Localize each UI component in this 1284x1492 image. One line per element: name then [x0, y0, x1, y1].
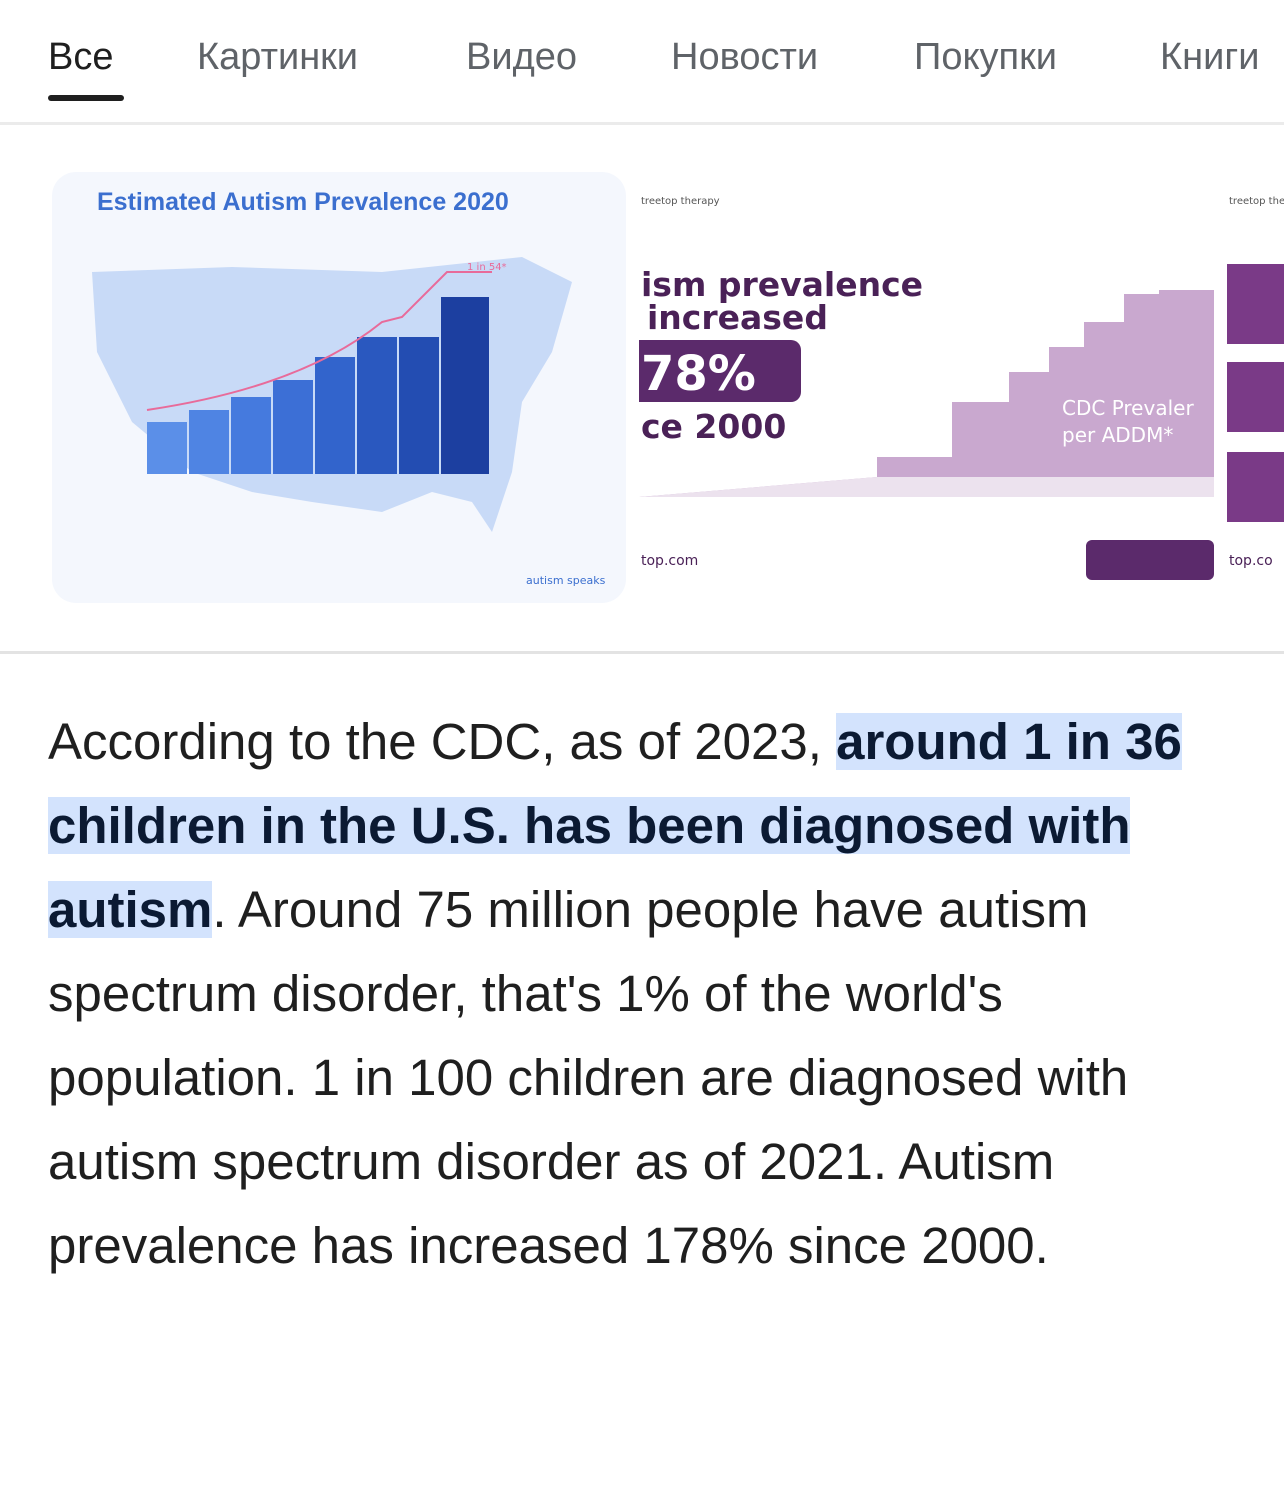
headline: increased: [647, 298, 828, 337]
bars: [146, 271, 492, 474]
tab-bar: Все Картинки Видео Новости Покупки Книги: [0, 0, 1284, 125]
thumbnail: treetop therapy ism prevalence increased…: [639, 196, 1214, 580]
caption: per ADDM*: [1062, 423, 1173, 447]
tab[interactable]: Видео: [466, 36, 578, 78]
tab[interactable]: Книги: [1160, 36, 1260, 78]
active-indicator: [48, 95, 124, 101]
headline: ism prevalence: [641, 265, 923, 304]
brand: treetop therapy: [1229, 196, 1284, 207]
tab[interactable]: Все: [48, 36, 114, 78]
badge: 78%: [641, 346, 756, 402]
text: . Around 75 million people have autism s…: [48, 881, 1129, 1274]
area: [639, 290, 1214, 497]
image-source: autism speaks: [526, 574, 606, 587]
caption: CDC Prevaler: [1062, 396, 1194, 420]
text: According to the CDC, as of 2023,: [48, 713, 837, 770]
thumbnail: Estimated Autism Prevalence 2020 1 in 54…: [92, 188, 606, 587]
thumbnail: treetop therapy top.co: [1227, 196, 1284, 569]
tab[interactable]: Картинки: [197, 36, 359, 78]
image-title: Estimated Autism Prevalence 2020: [97, 188, 509, 216]
tab[interactable]: Новости: [671, 36, 819, 78]
image-result[interactable]: treetop therapy ism prevalence increased…: [639, 172, 1214, 603]
brand: treetop therapy: [641, 196, 720, 207]
answer-text: According to the CDC, as of 2023, around…: [48, 700, 1248, 1288]
image-source: top.co: [1229, 553, 1273, 569]
image-result[interactable]: treetop therapy top.co: [1227, 172, 1284, 603]
tab[interactable]: Покупки: [914, 36, 1057, 78]
image-source: top.com: [641, 553, 698, 569]
image-result[interactable]: Estimated Autism Prevalence 2020 1 in 54…: [52, 172, 626, 603]
headline: ce 2000: [641, 407, 786, 446]
annotation: 1 in 54*: [467, 262, 507, 273]
divider: [0, 651, 1284, 654]
